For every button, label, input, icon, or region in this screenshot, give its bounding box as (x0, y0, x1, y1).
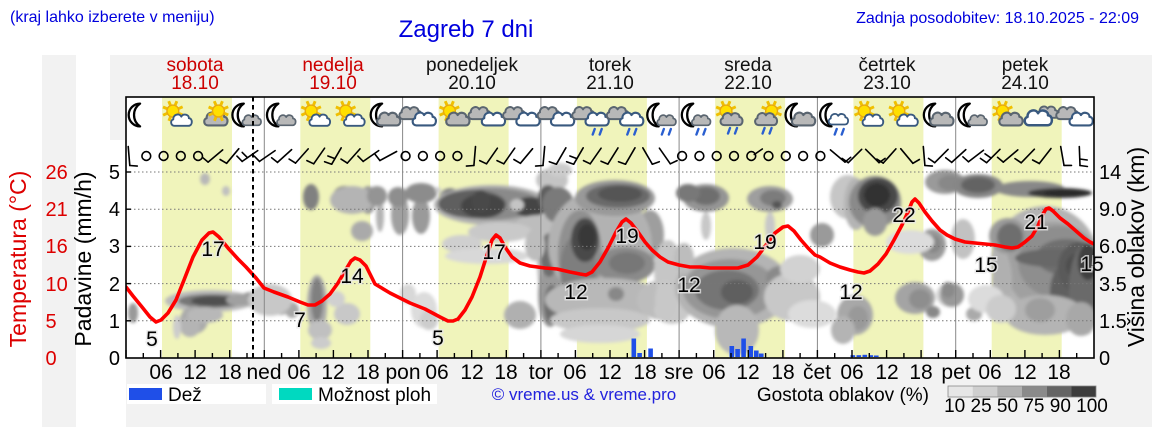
svg-text:čet: čet (803, 361, 831, 384)
svg-text:17: 17 (201, 238, 224, 261)
svg-text:18: 18 (909, 361, 932, 384)
svg-text:Možnost ploh: Možnost ploh (318, 385, 431, 406)
svg-text:Dež: Dež (168, 385, 202, 406)
svg-text:Temperatura (°C): Temperatura (°C) (5, 171, 31, 348)
svg-text:06: 06 (702, 361, 725, 384)
svg-text:20.10: 20.10 (448, 73, 496, 94)
svg-text:ponedeljek: ponedeljek (426, 55, 518, 76)
svg-text:22: 22 (892, 204, 915, 227)
svg-text:sobota: sobota (166, 55, 223, 76)
svg-text:3.5: 3.5 (1099, 274, 1127, 296)
svg-text:0: 0 (1099, 348, 1110, 370)
svg-text:9.0: 9.0 (1099, 199, 1127, 221)
svg-text:19: 19 (753, 231, 776, 254)
svg-text:4: 4 (109, 199, 120, 221)
svg-text:19: 19 (615, 225, 638, 248)
svg-text:3: 3 (109, 236, 120, 258)
svg-text:1.5: 1.5 (1099, 311, 1127, 333)
svg-text:torek: torek (589, 55, 632, 76)
svg-text:22.10: 22.10 (724, 73, 772, 94)
svg-text:06: 06 (149, 361, 172, 384)
svg-text:21: 21 (1024, 211, 1047, 234)
svg-text:tor: tor (529, 361, 554, 384)
svg-text:12: 12 (460, 361, 483, 384)
svg-text:7: 7 (294, 309, 306, 332)
svg-text:06: 06 (563, 361, 586, 384)
svg-text:6.0: 6.0 (1099, 236, 1127, 258)
svg-text:5: 5 (109, 162, 120, 184)
svg-text:12: 12 (321, 361, 344, 384)
svg-text:12: 12 (736, 361, 759, 384)
svg-text:Padavine (mm/h): Padavine (mm/h) (70, 171, 96, 346)
svg-text:sre: sre (664, 361, 693, 384)
svg-text:21: 21 (46, 199, 68, 221)
svg-text:nedelja: nedelja (302, 55, 364, 76)
svg-text:18: 18 (1047, 361, 1070, 384)
svg-text:12: 12 (564, 281, 587, 304)
svg-text:15: 15 (1080, 253, 1103, 276)
svg-text:12: 12 (1013, 361, 1036, 384)
svg-text:12: 12 (183, 361, 206, 384)
svg-text:18: 18 (218, 361, 241, 384)
svg-text:pet: pet (941, 361, 970, 384)
svg-text:Zagreb 7 dni: Zagreb 7 dni (399, 16, 534, 43)
svg-text:5: 5 (432, 327, 444, 350)
svg-text:pon: pon (385, 361, 420, 384)
svg-text:petek: petek (1002, 55, 1049, 76)
svg-text:0: 0 (46, 348, 57, 370)
svg-text:06: 06 (840, 361, 863, 384)
svg-text:0: 0 (109, 348, 120, 370)
svg-text:12: 12 (677, 274, 700, 297)
svg-text:14: 14 (1099, 162, 1121, 184)
svg-text:Zadnja posodobitev: 18.10.2025: Zadnja posodobitev: 18.10.2025 - 22:09 (856, 10, 1139, 27)
svg-text:26: 26 (46, 162, 68, 184)
svg-text:21.10: 21.10 (586, 73, 634, 94)
svg-text:12: 12 (875, 361, 898, 384)
svg-text:(kraj lahko izberete v meniju): (kraj lahko izberete v meniju) (10, 9, 215, 26)
svg-text:5: 5 (46, 311, 57, 333)
svg-text:2: 2 (109, 274, 120, 296)
svg-text:18: 18 (633, 361, 656, 384)
svg-text:četrtek: četrtek (858, 55, 916, 76)
svg-text:18: 18 (771, 361, 794, 384)
svg-text:23.10: 23.10 (863, 73, 911, 94)
svg-text:06: 06 (425, 361, 448, 384)
svg-text:10: 10 (46, 274, 68, 296)
svg-text:18: 18 (356, 361, 379, 384)
svg-text:16: 16 (46, 236, 68, 258)
svg-text:17: 17 (482, 241, 505, 264)
svg-text:06: 06 (978, 361, 1001, 384)
svg-text:18.10: 18.10 (171, 73, 219, 94)
svg-text:18: 18 (494, 361, 517, 384)
svg-text:24.10: 24.10 (1001, 73, 1049, 94)
svg-text:12: 12 (839, 281, 862, 304)
svg-text:5: 5 (146, 328, 158, 351)
svg-text:Višina oblakov (km): Višina oblakov (km) (1123, 147, 1149, 347)
svg-text:sreda: sreda (724, 55, 772, 76)
svg-text:12: 12 (598, 361, 621, 384)
svg-text:Gostota oblakov (%): Gostota oblakov (%) (757, 385, 929, 406)
svg-text:1: 1 (109, 311, 120, 333)
svg-text:19.10: 19.10 (309, 73, 357, 94)
svg-text:15: 15 (974, 254, 997, 277)
svg-text:ned: ned (246, 361, 281, 384)
svg-text:© vreme.us & vreme.pro: © vreme.us & vreme.pro (492, 385, 676, 404)
svg-text:14: 14 (340, 265, 364, 288)
svg-text:06: 06 (287, 361, 310, 384)
svg-text:10 25 50 75 90 100: 10 25 50 75 90 100 (944, 396, 1108, 417)
